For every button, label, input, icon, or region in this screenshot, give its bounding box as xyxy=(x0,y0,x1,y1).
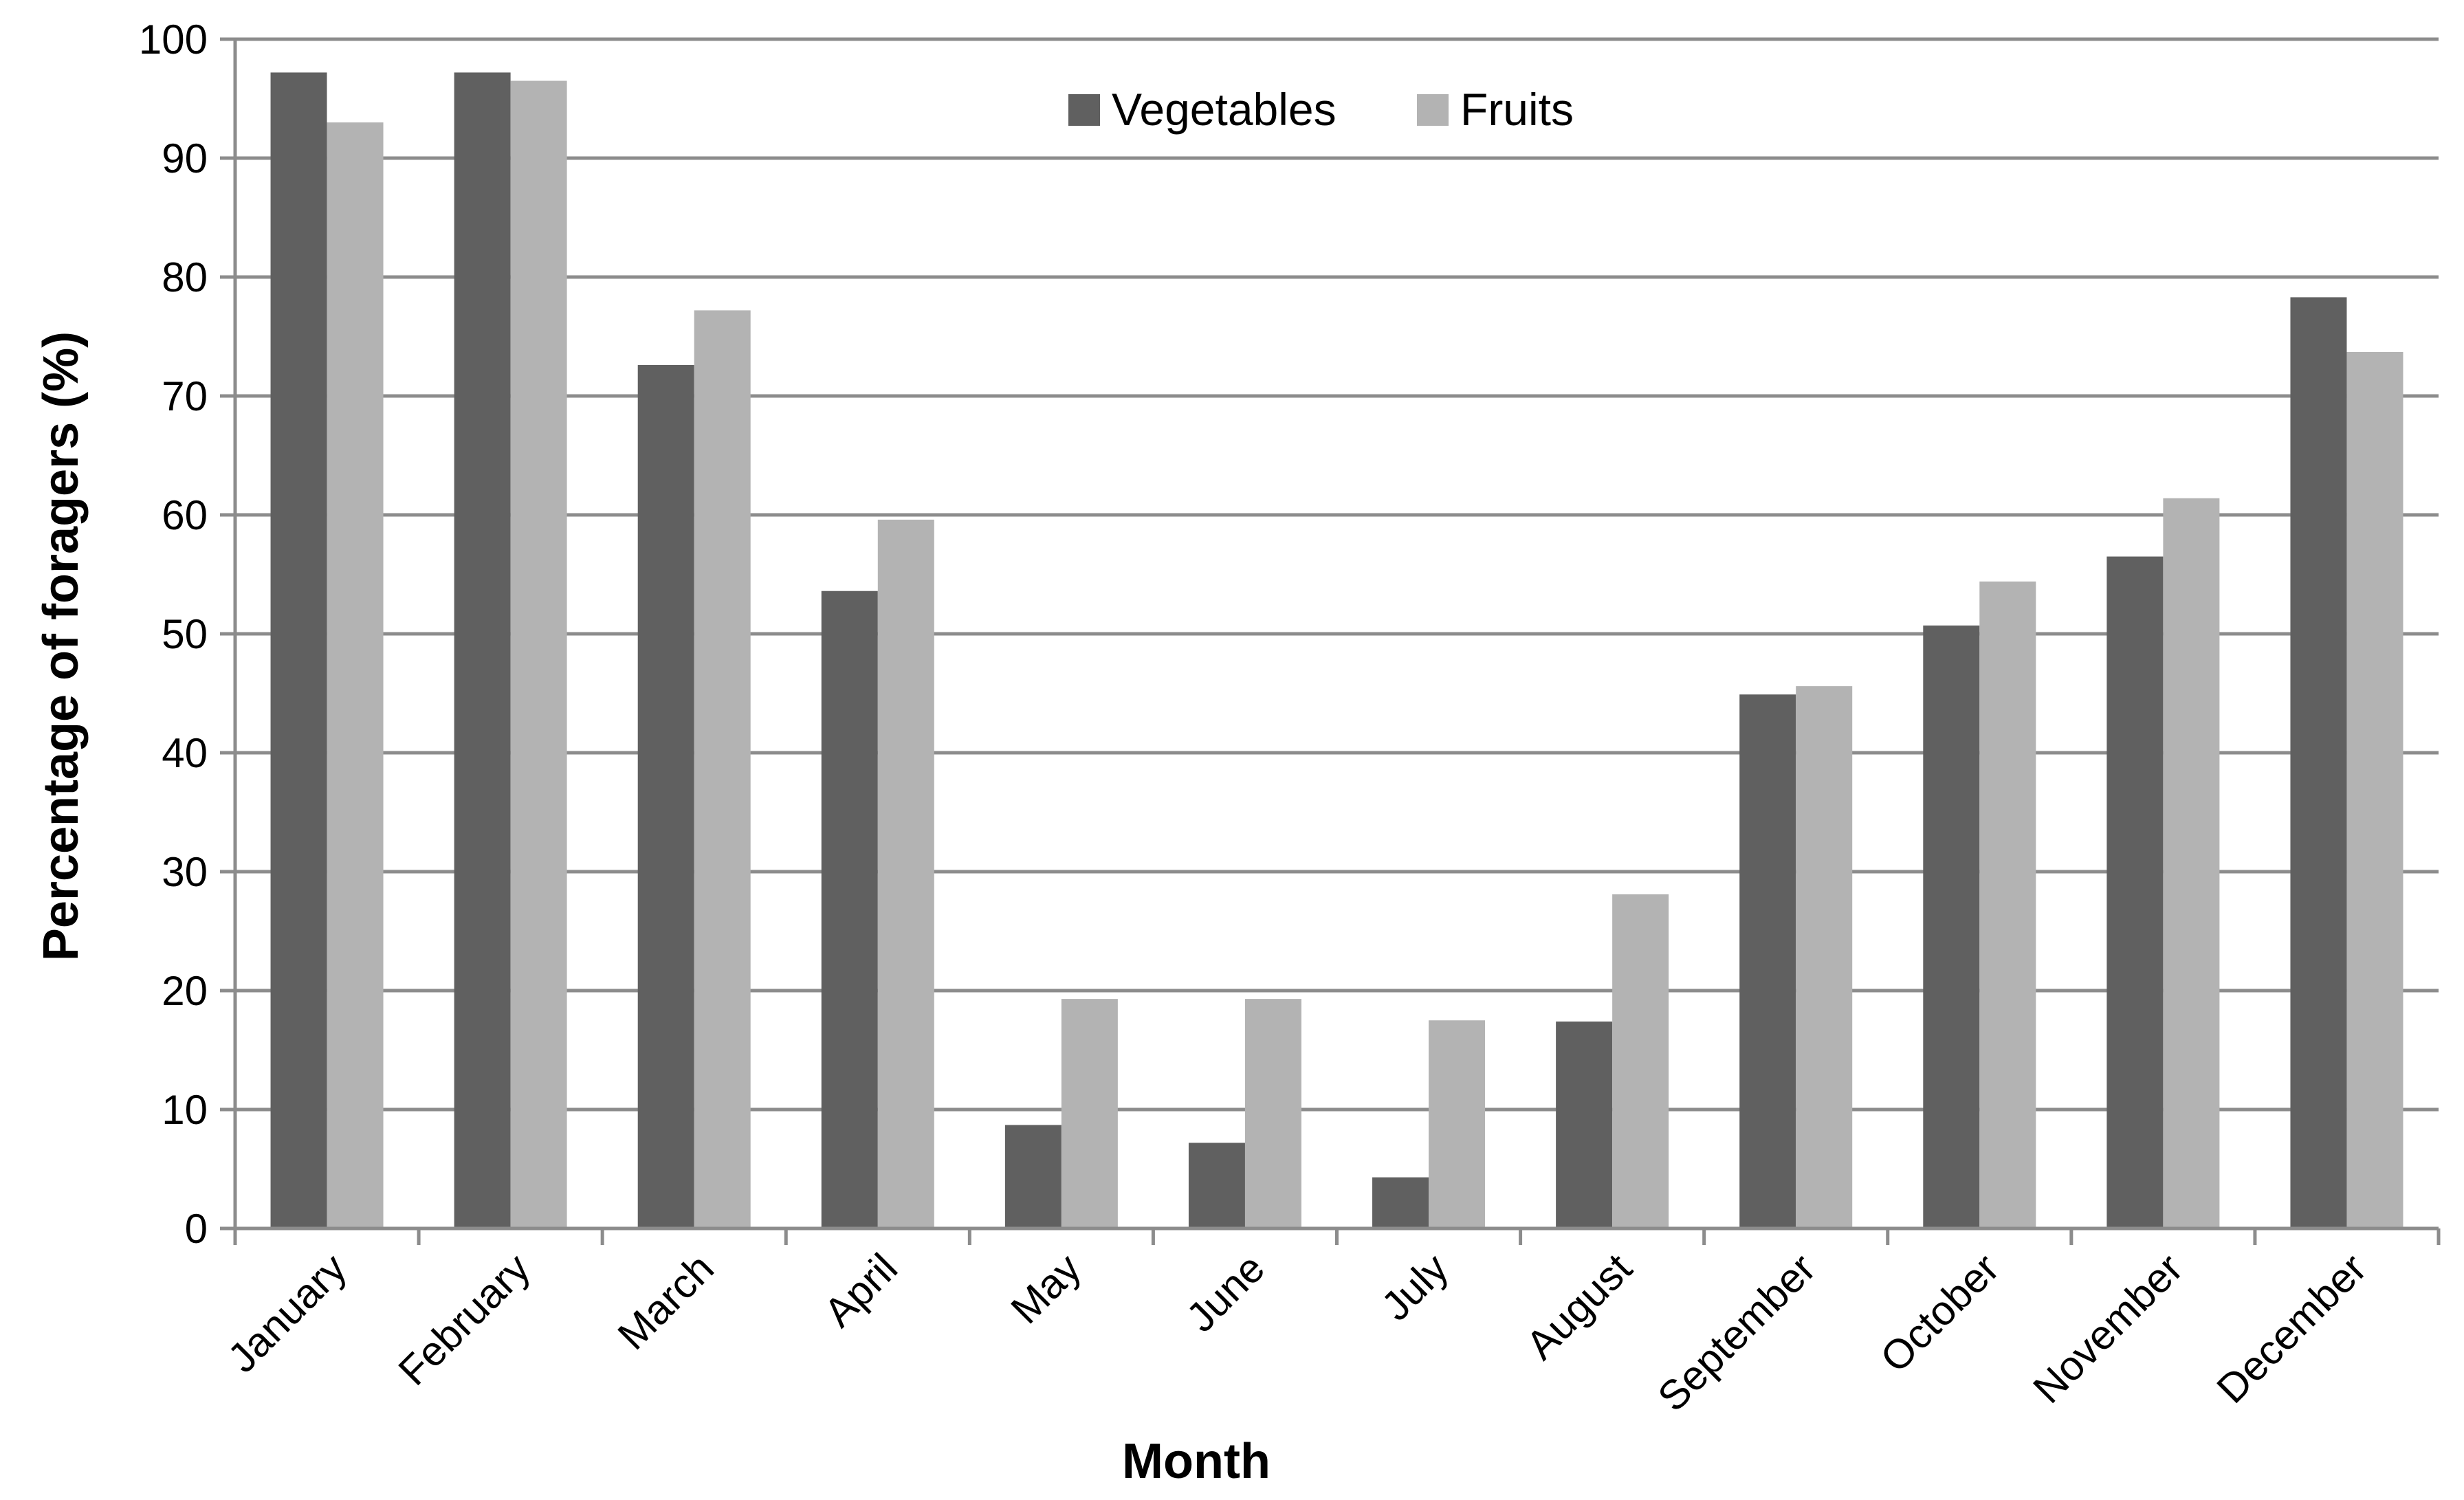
legend-swatch-fruits xyxy=(1417,94,1449,126)
x-tick-label-august: August xyxy=(1517,1245,1641,1369)
bar-vegetables-july xyxy=(1372,1177,1429,1228)
x-tick-label-october: October xyxy=(1871,1245,2008,1381)
bar-fruits-february xyxy=(510,80,567,1228)
bar-vegetables-march xyxy=(637,365,694,1228)
bar-fruits-january xyxy=(327,122,384,1229)
x-axis-title: Month xyxy=(1122,1434,1270,1489)
y-tick-label: 50 xyxy=(162,611,208,657)
bar-vegetables-february xyxy=(454,72,511,1229)
x-tick-label-december: December xyxy=(2208,1245,2375,1412)
bar-fruits-july xyxy=(1429,1020,1486,1228)
bars xyxy=(270,72,2404,1229)
y-tick-label: 80 xyxy=(162,254,208,300)
bar-fruits-march xyxy=(694,310,751,1229)
bar-vegetables-november xyxy=(2106,556,2164,1228)
y-tick-label: 0 xyxy=(185,1206,208,1252)
bar-fruits-december xyxy=(2346,351,2404,1228)
bar-fruits-september xyxy=(1796,686,1853,1228)
legend-label-fruits: Fruits xyxy=(1460,84,1574,135)
x-tick-label-july: July xyxy=(1372,1245,1457,1330)
gridlines xyxy=(220,37,2439,1231)
y-tick-label: 70 xyxy=(162,373,208,419)
bar-fruits-october xyxy=(1979,581,2036,1228)
x-tick-label-february: February xyxy=(390,1245,539,1394)
x-tick-label-april: April xyxy=(815,1245,906,1336)
bar-vegetables-april xyxy=(821,591,878,1228)
bar-fruits-june xyxy=(1244,999,1301,1228)
bar-fruits-april xyxy=(877,519,934,1229)
y-tick-label: 90 xyxy=(162,135,208,181)
y-tick-label: 10 xyxy=(162,1087,208,1133)
bar-vegetables-january xyxy=(270,72,327,1229)
x-tick-label-september: September xyxy=(1649,1245,1824,1420)
legend-swatch-vegetables xyxy=(1068,94,1100,126)
bar-vegetables-august xyxy=(1556,1021,1613,1228)
y-tick-label: 30 xyxy=(162,849,208,895)
legend: Vegetables Fruits xyxy=(1068,84,1574,135)
x-tick-label-june: June xyxy=(1178,1245,1273,1341)
x-tick-label-march: March xyxy=(609,1245,723,1358)
x-tick-labels: January February March April May June July Augu… xyxy=(219,1245,2375,1420)
y-tick-label: 60 xyxy=(162,492,208,538)
bar-vegetables-october xyxy=(1923,625,1980,1228)
y-tick-label: 20 xyxy=(162,968,208,1014)
y-tick-label: 100 xyxy=(139,16,208,63)
x-tick-label-november: November xyxy=(2024,1245,2191,1412)
y-tick-labels: 0 10 20 30 40 50 60 70 80 90 100 xyxy=(139,16,208,1252)
bar-vegetables-september xyxy=(1739,694,1796,1228)
bar-vegetables-may xyxy=(1004,1125,1062,1228)
bar-fruits-november xyxy=(2163,498,2220,1228)
y-axis-title: Percentage of foragers (%) xyxy=(34,331,89,961)
bar-fruits-may xyxy=(1061,999,1118,1228)
bar-fruits-august xyxy=(1612,894,1669,1228)
bar-vegetables-december xyxy=(2290,297,2347,1228)
x-tick-label-january: January xyxy=(219,1245,355,1381)
axes xyxy=(233,39,2441,1245)
y-tick-label: 40 xyxy=(162,730,208,776)
x-tick-label-may: May xyxy=(1002,1245,1090,1333)
legend-label-vegetables: Vegetables xyxy=(1112,84,1336,135)
bar-vegetables-june xyxy=(1188,1143,1245,1228)
